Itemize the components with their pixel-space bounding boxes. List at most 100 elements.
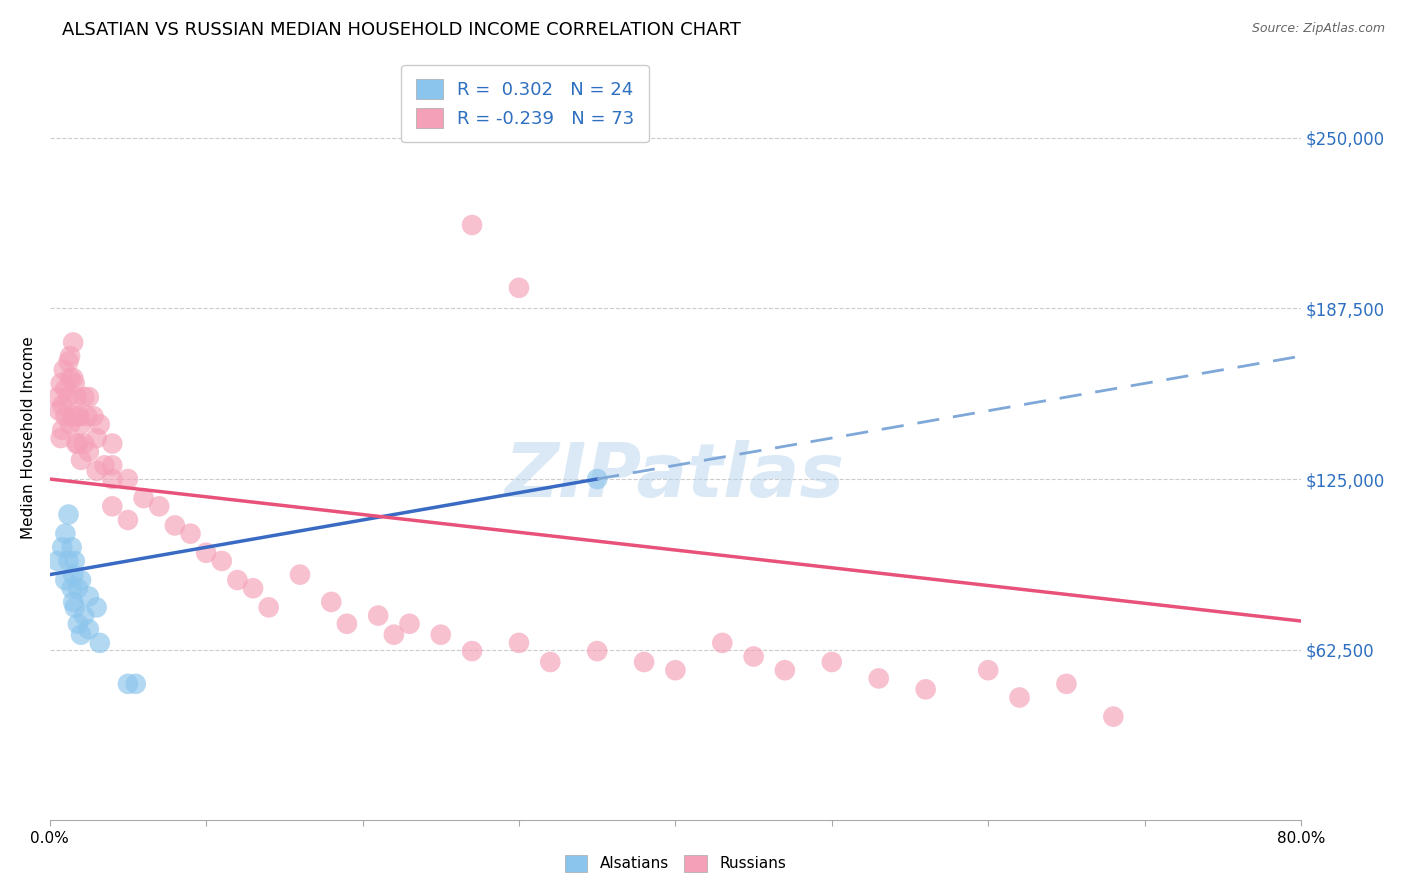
Point [367, 608, 389, 623]
Point [117, 513, 139, 527]
Point [336, 616, 359, 631]
Point [93, 458, 115, 473]
Point [195, 546, 218, 560]
Point [461, 644, 484, 658]
Point [257, 600, 280, 615]
Point [77, 590, 100, 604]
Point [66, 616, 89, 631]
Point [60, 541, 83, 555]
Point [101, 472, 124, 486]
Point [59, 371, 82, 385]
Point [242, 581, 264, 595]
Point [53, 526, 76, 541]
Point [66, 436, 89, 450]
Point [77, 390, 100, 404]
Point [46, 554, 69, 568]
Point [73, 436, 96, 450]
Point [711, 636, 734, 650]
Point [742, 649, 765, 664]
Point [70, 453, 93, 467]
Point [59, 349, 82, 363]
Point [89, 417, 111, 432]
Point [1102, 709, 1125, 723]
Point [86, 600, 108, 615]
Point [70, 628, 93, 642]
Point [62, 371, 84, 385]
Point [586, 472, 609, 486]
Point [101, 458, 124, 473]
Point [664, 663, 686, 677]
Point [63, 376, 86, 391]
Point [179, 526, 201, 541]
Point [429, 628, 451, 642]
Point [58, 554, 80, 568]
Point [63, 554, 86, 568]
Point [148, 500, 170, 514]
Point [86, 431, 108, 445]
Point [73, 390, 96, 404]
Point [46, 390, 69, 404]
Point [63, 600, 86, 615]
Text: Source: ZipAtlas.com: Source: ZipAtlas.com [1251, 22, 1385, 36]
Point [508, 636, 530, 650]
Point [70, 573, 93, 587]
Text: ZIPatlas: ZIPatlas [505, 440, 845, 513]
Point [60, 581, 83, 595]
Point [62, 335, 84, 350]
Point [62, 595, 84, 609]
Point [49, 376, 72, 391]
Point [51, 541, 73, 555]
Point [101, 500, 124, 514]
Legend: Alsatians, Russians: Alsatians, Russians [558, 849, 793, 878]
Point [914, 682, 936, 697]
Point [538, 655, 561, 669]
Point [65, 436, 87, 450]
Point [226, 573, 249, 587]
Point [868, 672, 890, 686]
Point [77, 444, 100, 458]
Point [125, 677, 148, 691]
Point [48, 403, 70, 417]
Point [117, 677, 139, 691]
Point [1054, 677, 1077, 691]
Point [382, 628, 405, 642]
Point [77, 622, 100, 636]
Point [211, 554, 233, 568]
Point [288, 567, 311, 582]
Point [59, 417, 82, 432]
Point [65, 390, 87, 404]
Point [62, 567, 84, 582]
Y-axis label: Median Household Income: Median Household Income [21, 336, 35, 540]
Point [586, 644, 609, 658]
Point [508, 281, 530, 295]
Point [58, 354, 80, 368]
Point [773, 663, 796, 677]
Point [52, 363, 75, 377]
Point [461, 218, 484, 232]
Point [1008, 690, 1031, 705]
Point [51, 423, 73, 437]
Point [398, 616, 420, 631]
Point [321, 595, 343, 609]
Point [66, 581, 89, 595]
Point [821, 655, 844, 669]
Point [73, 608, 96, 623]
Point [51, 398, 73, 412]
Point [53, 573, 76, 587]
Point [76, 409, 98, 424]
Point [117, 472, 139, 486]
Point [69, 409, 91, 424]
Point [53, 409, 76, 424]
Point [633, 655, 655, 669]
Point [86, 464, 108, 478]
Point [70, 417, 93, 432]
Point [83, 409, 105, 424]
Point [58, 390, 80, 404]
Text: ALSATIAN VS RUSSIAN MEDIAN HOUSEHOLD INCOME CORRELATION CHART: ALSATIAN VS RUSSIAN MEDIAN HOUSEHOLD INC… [62, 21, 741, 39]
Point [163, 518, 186, 533]
Point [49, 431, 72, 445]
Point [977, 663, 1000, 677]
Point [53, 382, 76, 396]
Point [101, 436, 124, 450]
Point [132, 491, 155, 505]
